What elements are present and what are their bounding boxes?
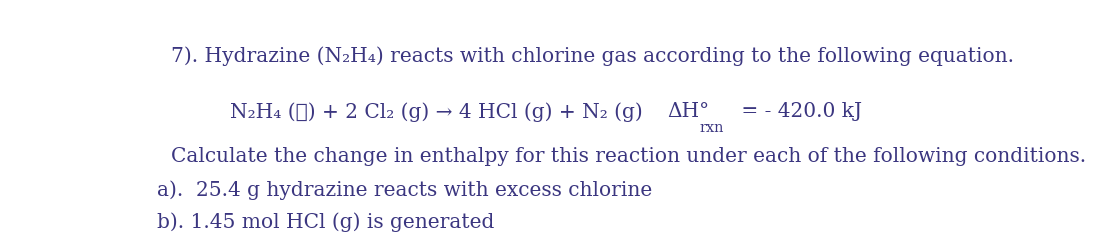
- Text: 7). Hydrazine (N₂H₄) reacts with chlorine gas according to the following equatio: 7). Hydrazine (N₂H₄) reacts with chlorin…: [170, 47, 1013, 66]
- Text: a).  25.4 g hydrazine reacts with excess chlorine: a). 25.4 g hydrazine reacts with excess …: [157, 180, 652, 200]
- Text: N₂H₄ (ℓ) + 2 Cl₂ (g) → 4 HCl (g) + N₂ (g): N₂H₄ (ℓ) + 2 Cl₂ (g) → 4 HCl (g) + N₂ (g…: [231, 102, 644, 122]
- Text: Calculate the change in enthalpy for this reaction under each of the following c: Calculate the change in enthalpy for thi…: [170, 147, 1085, 165]
- Text: rxn: rxn: [699, 121, 724, 135]
- Text: b). 1.45 mol HCl (g) is generated: b). 1.45 mol HCl (g) is generated: [157, 212, 495, 232]
- Text: ΔH°: ΔH°: [667, 102, 709, 121]
- Text: = - 420.0 kJ: = - 420.0 kJ: [735, 102, 862, 121]
